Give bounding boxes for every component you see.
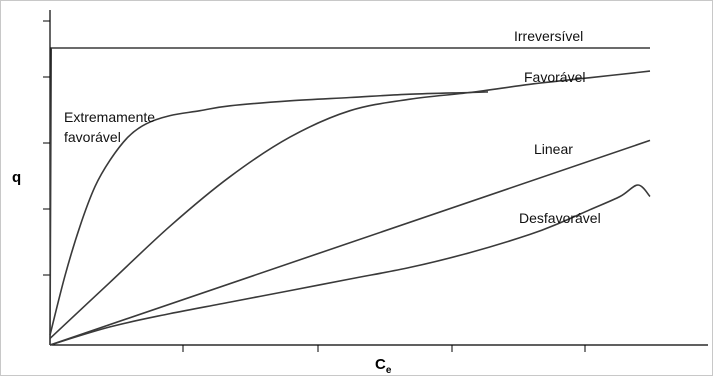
series-line-desfavoravel	[49, 184, 651, 346]
label-favoravel: Favorável	[524, 69, 585, 85]
label-desfavoravel: Desfavorável	[519, 210, 601, 226]
series-line-favoravel	[49, 70, 651, 339]
series-line-extremamente-favoravel	[49, 91, 489, 336]
series-group	[49, 47, 651, 346]
x-axis-label-main: C	[375, 356, 386, 373]
x-axis-label: Ce	[375, 356, 392, 376]
label-linear: Linear	[534, 141, 573, 157]
label-extremamente-line2: favorável	[64, 129, 121, 145]
label-extremamente-line1: Extremamente	[64, 109, 155, 125]
x-axis-label-subscript: e	[386, 365, 392, 376]
label-irreversivel: Irreversível	[514, 28, 583, 44]
series-line-irreversivel	[49, 47, 650, 346]
series-line-linear	[49, 139, 651, 346]
y-axis-label: q	[12, 169, 21, 186]
